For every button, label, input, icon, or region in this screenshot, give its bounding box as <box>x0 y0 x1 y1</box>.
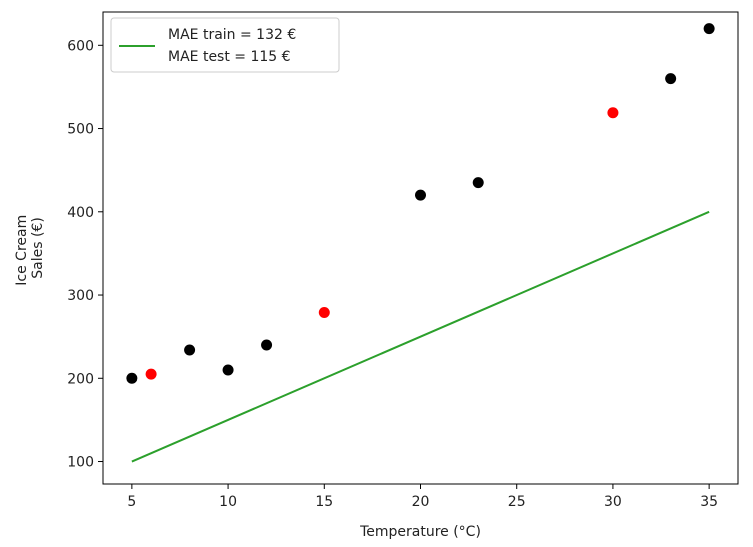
train-point <box>184 344 196 356</box>
x-tick-label: 15 <box>315 494 333 510</box>
train-point <box>472 177 484 189</box>
y-tick-label: 200 <box>67 371 94 387</box>
test-point <box>145 368 157 380</box>
marks-layer <box>126 23 715 463</box>
regression-line <box>131 210 710 463</box>
train-point <box>222 364 234 376</box>
y-tick-label: 600 <box>67 38 94 54</box>
legend-entry-mae-train: MAE train = 132 € <box>168 27 296 43</box>
x-tick-label: 5 <box>127 494 136 510</box>
plot-frame <box>102 11 739 485</box>
x-tick-label: 30 <box>604 494 622 510</box>
y-tick-label: 500 <box>67 122 94 138</box>
y-tick-label: 100 <box>67 455 94 471</box>
train-point <box>703 23 715 35</box>
train-point <box>261 339 273 351</box>
test-point <box>318 307 330 319</box>
legend-box <box>110 17 340 73</box>
x-axis-label: Temperature (°C) <box>359 524 481 540</box>
test-point <box>607 107 619 119</box>
x-tick-label: 10 <box>219 494 237 510</box>
y-tick-label: 300 <box>67 288 94 304</box>
y-tick-label: 400 <box>67 205 94 221</box>
x-tick-label: 35 <box>700 494 718 510</box>
y-axis-label-line-1: Ice Cream <box>14 215 30 286</box>
legend: MAE train = 132 € MAE test = 115 € <box>110 17 340 73</box>
y-axis-label: Ice Cream Sales (€) <box>14 210 46 285</box>
x-tick-label: 20 <box>412 494 430 510</box>
x-tick-label: 25 <box>508 494 526 510</box>
train-point <box>126 372 138 384</box>
train-point <box>415 189 426 201</box>
ticks-layer: 5 10 15 20 25 30 35 100 200 300 400 500 600 <box>67 38 718 510</box>
y-axis-label-line-2: Sales (€) <box>30 217 46 279</box>
legend-entry-mae-test: MAE test = 115 € <box>168 49 291 65</box>
train-point <box>665 73 677 85</box>
